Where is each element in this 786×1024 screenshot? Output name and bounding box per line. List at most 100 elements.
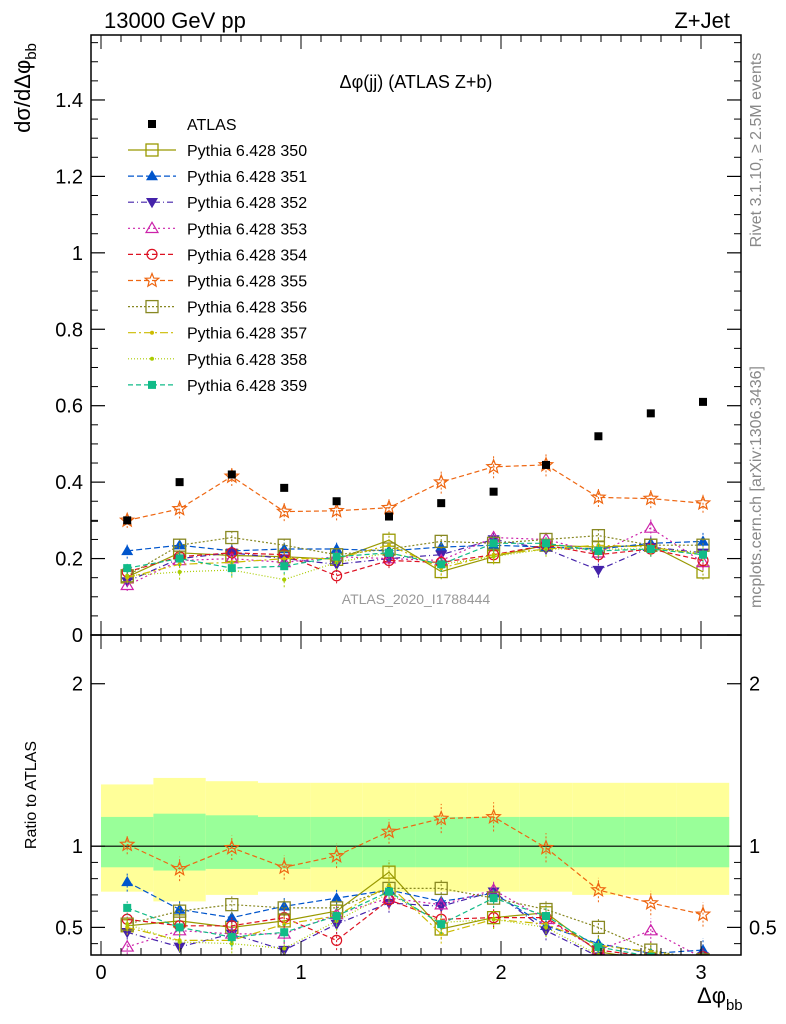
ratio-line-7	[127, 887, 681, 955]
x-axis-title: Δφbb	[697, 983, 743, 1014]
series-point	[225, 530, 239, 545]
series-point	[491, 554, 496, 559]
series-point	[121, 544, 134, 556]
ratio-axes: 0.5 0.5 1 1 2 2 0 1 2 3	[55, 520, 777, 984]
series-point	[485, 458, 502, 474]
ratio-point	[225, 897, 239, 912]
header-right: Z+Jet	[674, 8, 730, 33]
series-line-1	[126, 539, 704, 578]
ratio-inner-band	[572, 816, 625, 868]
ratio-point	[223, 839, 241, 855]
ratio-point	[590, 881, 607, 898]
atlas-data-point	[227, 470, 236, 479]
series-point	[172, 538, 187, 552]
series-point	[282, 556, 287, 561]
series-point	[282, 577, 287, 582]
ratio-point	[643, 923, 658, 936]
legend-marker-atlas	[148, 120, 156, 128]
ratio-uncertainty-bands	[91, 777, 741, 902]
series-point	[694, 494, 712, 511]
ratio-y-tick-label: 2	[72, 674, 83, 696]
series-point	[387, 543, 391, 548]
main-y-axis-title: dσ/dΔφbb	[10, 43, 40, 133]
legend-marker	[150, 356, 154, 361]
series-line-10	[127, 542, 704, 569]
ratio-point	[275, 858, 293, 875]
series-line-4	[126, 527, 704, 586]
series-point	[331, 570, 343, 582]
y-tick-label: 0.6	[55, 396, 83, 418]
legend-label: Pythia 6.428 359	[187, 378, 307, 395]
atlas-data-point	[280, 483, 289, 492]
legend-label: Pythia 6.428 355	[187, 274, 307, 291]
ratio-point	[173, 942, 186, 953]
ratio-point	[642, 894, 660, 911]
ratio-y-tick-label-right: 1	[749, 836, 760, 858]
ratio-series-layer	[118, 802, 712, 955]
ratio-line-4	[127, 889, 699, 955]
ratio-line-2	[126, 881, 704, 955]
ratio-point	[123, 903, 132, 912]
ratio-point	[332, 912, 341, 921]
x-tick-label: 2	[495, 962, 506, 984]
ratio-line-6	[126, 816, 704, 915]
y-tick-label: 1.2	[55, 166, 83, 188]
atlas-data-point	[175, 478, 184, 487]
ratio-point	[121, 875, 134, 887]
ratio-point	[489, 894, 498, 903]
ratio-point	[544, 925, 548, 930]
ratio-point	[594, 942, 603, 951]
x-tick-label: 1	[295, 962, 306, 984]
series-point	[328, 502, 345, 518]
legend-marker	[148, 380, 156, 389]
ratio-point	[328, 847, 345, 863]
ratio-point	[435, 902, 448, 913]
legend-marker	[146, 198, 158, 209]
rivet-label: Rivet 3.1.10, ≥ 2.5M events	[748, 53, 765, 248]
legend-marker	[150, 330, 154, 335]
ratio-point	[491, 917, 496, 922]
series-point	[385, 548, 393, 557]
series-line-6	[127, 464, 704, 521]
series-point	[275, 502, 293, 519]
atlas-data-point	[594, 432, 603, 441]
plot-title: Δφ(jj) (ATLAS Z+b)	[340, 72, 493, 92]
ratio-y-tick-label: 1	[72, 836, 83, 858]
y-tick-label: 0.8	[55, 319, 83, 341]
header-left: 13000 GeV pp	[104, 8, 246, 33]
ratio-point	[282, 946, 287, 951]
series-point	[177, 569, 182, 574]
ratio-point	[385, 887, 393, 896]
ratio-point	[486, 891, 501, 905]
series-point	[489, 539, 498, 548]
ratio-line-3	[127, 890, 597, 955]
atlas-data-layer	[123, 397, 707, 525]
ratio-point	[646, 952, 655, 955]
ratio-point	[171, 860, 188, 876]
series-point	[280, 562, 289, 571]
y-tick-label: 0.2	[55, 549, 83, 571]
legend-marker	[146, 170, 158, 181]
ratio-point	[120, 939, 135, 952]
ratio-frame	[90, 634, 742, 956]
ratio-point	[694, 905, 712, 922]
series-point	[699, 550, 707, 559]
legend-label: Pythia 6.428 352	[187, 195, 307, 212]
series-point	[590, 488, 607, 505]
series-point	[332, 552, 341, 561]
legend-marker	[145, 143, 159, 157]
y-tick-label: 0.4	[55, 472, 83, 494]
series-point	[434, 534, 448, 549]
ratio-point	[380, 822, 398, 839]
series-point	[223, 467, 241, 484]
series-point	[227, 564, 236, 573]
x-tick-label: 0	[95, 962, 106, 984]
legend-label-atlas: ATLAS	[187, 117, 237, 134]
legend: ATLAS Pythia 6.428 350 Pythia 6.428 351 Pyt…	[128, 117, 307, 395]
series-point	[591, 528, 606, 543]
ratio-point	[175, 923, 184, 932]
ratio-point	[432, 809, 450, 826]
ratio-inner-band	[676, 816, 730, 868]
series-point	[542, 539, 550, 548]
series-point	[175, 554, 184, 563]
